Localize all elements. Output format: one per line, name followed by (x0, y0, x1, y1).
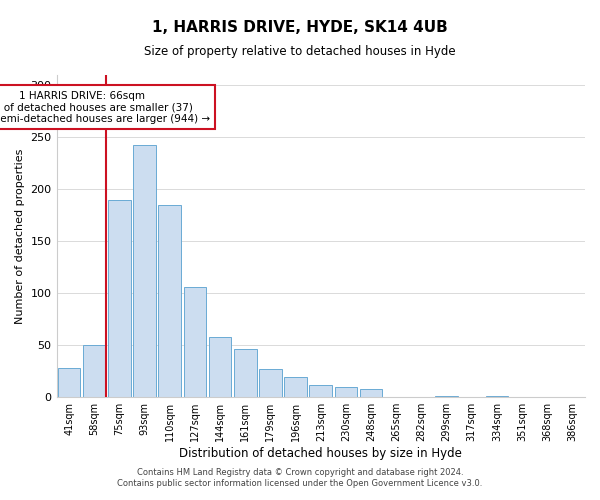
Bar (234, 350, 257, 397)
Bar (209, 337, 232, 397)
Bar (310, 384, 332, 397)
Bar (259, 369, 282, 397)
Bar (435, 396, 458, 397)
Bar (335, 387, 357, 397)
Bar (485, 396, 508, 397)
Text: Size of property relative to detached houses in Hyde: Size of property relative to detached ho… (144, 45, 456, 58)
Bar (184, 287, 206, 397)
Bar (158, 205, 181, 397)
Bar (58, 368, 80, 397)
Text: 1 HARRIS DRIVE: 66sqm
← 4% of detached houses are smaller (37)
96% of semi-detac: 1 HARRIS DRIVE: 66sqm ← 4% of detached h… (0, 90, 210, 124)
Bar (83, 345, 106, 397)
Y-axis label: Number of detached properties: Number of detached properties (15, 148, 25, 324)
Bar (360, 389, 382, 397)
Bar (284, 378, 307, 397)
Bar (108, 200, 131, 397)
X-axis label: Distribution of detached houses by size in Hyde: Distribution of detached houses by size … (179, 447, 462, 460)
Bar (133, 144, 156, 397)
Text: Contains HM Land Registry data © Crown copyright and database right 2024.
Contai: Contains HM Land Registry data © Crown c… (118, 468, 482, 487)
Text: 1, HARRIS DRIVE, HYDE, SK14 4UB: 1, HARRIS DRIVE, HYDE, SK14 4UB (152, 20, 448, 35)
